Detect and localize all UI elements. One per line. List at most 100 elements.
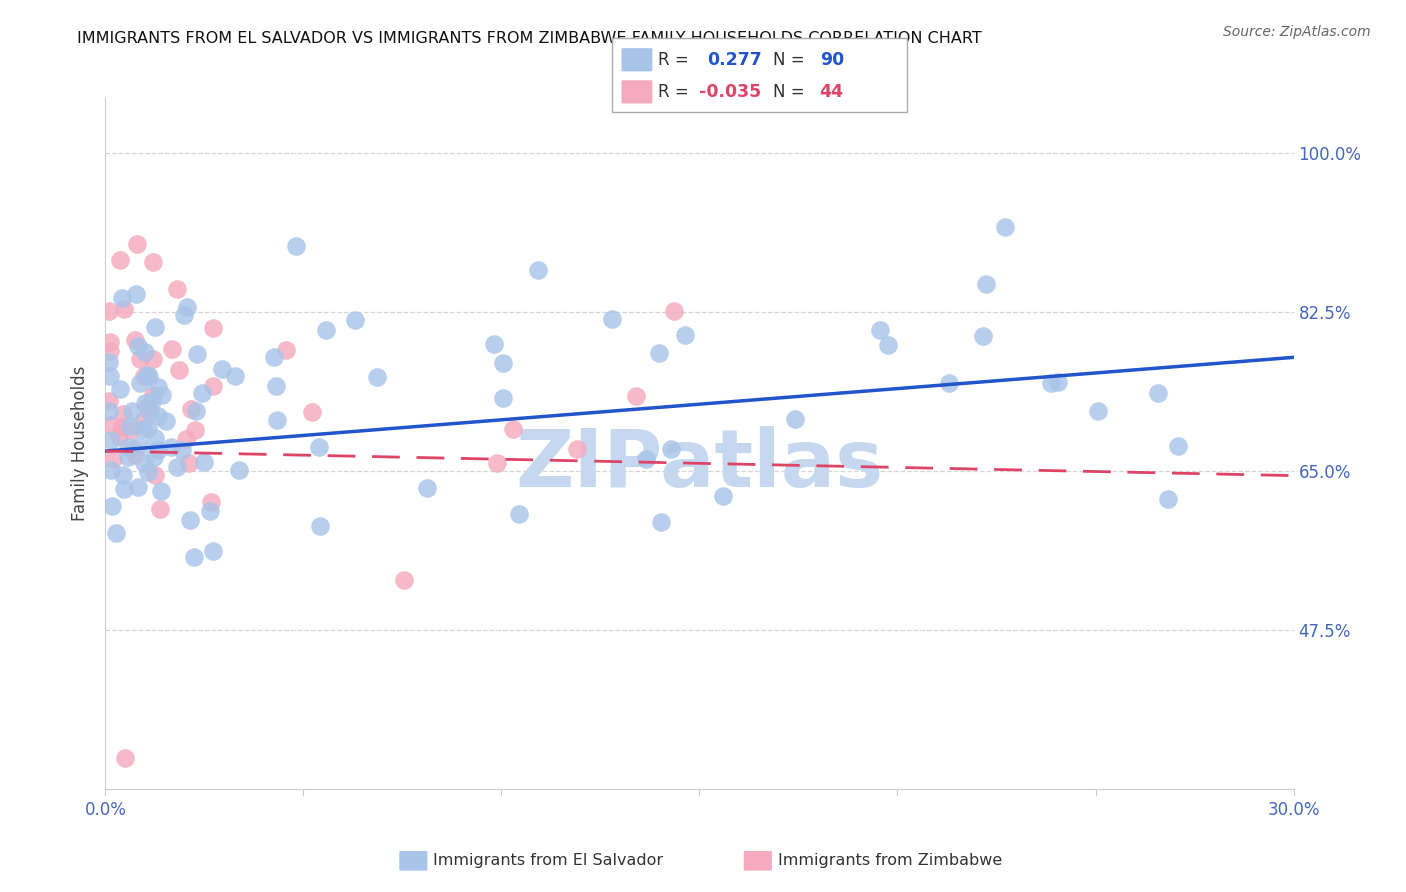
Point <box>508 507 530 521</box>
Point <box>315 323 337 337</box>
Point <box>308 519 330 533</box>
Point <box>100 343 122 358</box>
Point <box>301 405 323 419</box>
Point <box>228 463 250 477</box>
Text: 44: 44 <box>820 83 844 101</box>
Point <box>128 352 150 367</box>
Point <box>224 368 246 383</box>
Point <box>100 434 122 448</box>
Point <box>149 484 172 499</box>
Point <box>112 483 135 497</box>
Point <box>211 361 233 376</box>
Point <box>502 422 524 436</box>
Point <box>673 328 696 343</box>
Point <box>184 403 207 417</box>
Point <box>100 417 122 432</box>
Point <box>142 352 165 367</box>
Point <box>150 388 173 402</box>
Point <box>124 448 146 462</box>
Point <box>127 480 149 494</box>
Point <box>142 388 165 402</box>
Point <box>148 379 170 393</box>
Text: IMMIGRANTS FROM EL SALVADOR VS IMMIGRANTS FROM ZIMBABWE FAMILY HOUSEHOLDS CORREL: IMMIGRANTS FROM EL SALVADOR VS IMMIGRANT… <box>77 31 981 46</box>
Point <box>183 549 205 564</box>
Point <box>202 544 225 558</box>
Point <box>148 442 170 457</box>
Point <box>138 465 160 479</box>
Point <box>134 395 156 409</box>
Point <box>149 502 172 516</box>
Point <box>117 450 139 464</box>
Point <box>176 300 198 314</box>
Point <box>869 323 891 337</box>
Point <box>111 468 134 483</box>
Point <box>974 277 997 291</box>
Text: R =: R = <box>658 83 689 101</box>
Text: 0.277: 0.277 <box>707 51 762 69</box>
Point <box>174 432 197 446</box>
Point <box>108 382 131 396</box>
Point <box>482 336 505 351</box>
Point <box>108 252 131 267</box>
Point <box>186 347 208 361</box>
Text: ZIPatlas: ZIPatlas <box>516 425 883 503</box>
Point <box>112 408 135 422</box>
Point <box>1146 386 1168 401</box>
Point <box>160 441 183 455</box>
Point <box>98 403 121 417</box>
Point <box>117 440 139 454</box>
Point <box>266 378 288 392</box>
Point <box>711 489 734 503</box>
Point <box>636 451 658 466</box>
Point <box>972 329 994 343</box>
Point <box>111 420 134 434</box>
Point <box>193 455 215 469</box>
Point <box>132 456 155 470</box>
Point <box>128 438 150 452</box>
Point <box>263 350 285 364</box>
Point <box>143 467 166 482</box>
Point <box>266 413 288 427</box>
Point <box>121 404 143 418</box>
Point <box>143 431 166 445</box>
Point <box>131 414 153 428</box>
Point <box>567 442 589 456</box>
Point <box>167 363 190 377</box>
Point <box>201 320 224 334</box>
Point <box>170 443 193 458</box>
Point <box>122 442 145 456</box>
Point <box>600 312 623 326</box>
Point <box>416 481 439 495</box>
Point <box>139 405 162 419</box>
Text: -0.035: -0.035 <box>699 83 761 101</box>
Point <box>180 402 202 417</box>
Point <box>486 456 509 470</box>
Point <box>134 345 156 359</box>
Point <box>166 282 188 296</box>
Point <box>183 424 205 438</box>
Point <box>124 333 146 347</box>
Point <box>659 442 682 456</box>
Text: N =: N = <box>773 83 804 101</box>
Point <box>177 456 200 470</box>
Point <box>100 463 122 477</box>
Point <box>648 346 671 360</box>
Point <box>274 343 297 357</box>
Point <box>179 513 201 527</box>
Text: R =: R = <box>658 51 689 69</box>
Point <box>173 308 195 322</box>
Point <box>120 423 142 437</box>
Point <box>160 342 183 356</box>
Point <box>1157 491 1180 506</box>
Point <box>344 313 367 327</box>
Point <box>191 386 214 401</box>
Point <box>366 370 388 384</box>
Point <box>662 303 685 318</box>
Point <box>155 414 177 428</box>
Point <box>492 355 515 369</box>
Point <box>111 291 134 305</box>
Point <box>142 255 165 269</box>
Point <box>1167 439 1189 453</box>
Text: Immigrants from El Salvador: Immigrants from El Salvador <box>433 854 664 868</box>
Point <box>134 369 156 384</box>
